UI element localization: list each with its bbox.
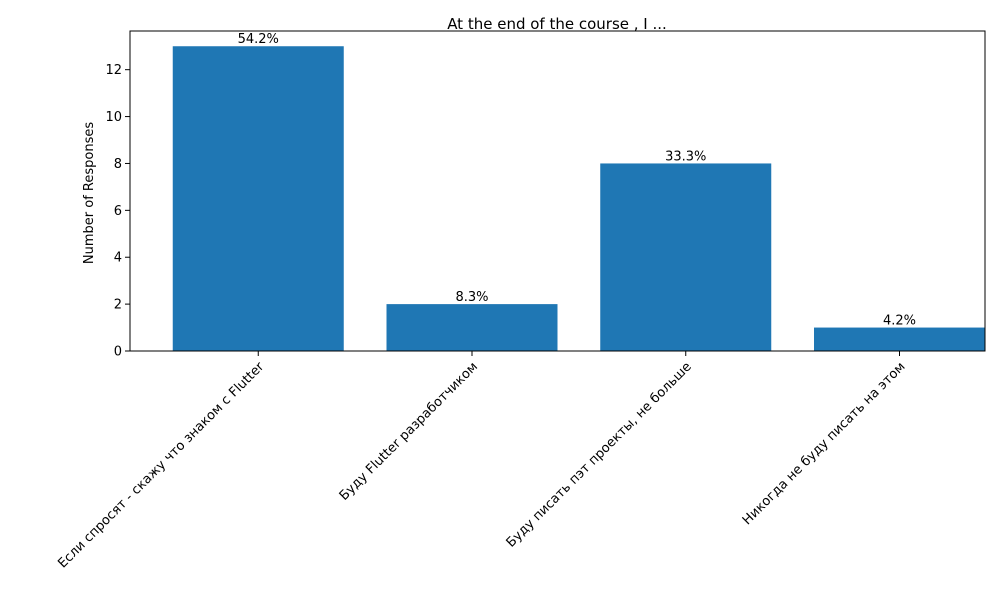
- y-tick-label: 2: [114, 298, 122, 313]
- y-tick-labels: 0 2 4 6 8 10 12: [105, 63, 130, 360]
- plot-frame: [129, 30, 986, 352]
- bar-2: [386, 304, 558, 351]
- bar-1: [172, 46, 344, 351]
- data-label-2: 8.3%: [455, 290, 488, 305]
- y-tick-label: 4: [114, 251, 122, 266]
- y-tick-label: 0: [114, 345, 122, 360]
- x-tick-labels: Если спросят - скажу что знаком с Flutte…: [55, 351, 909, 571]
- data-label-1: 54.2%: [238, 32, 279, 47]
- data-labels: 54.2% 8.3% 33.3% 4.2%: [238, 32, 916, 328]
- y-axis-label: Number of Responses: [82, 122, 97, 264]
- x-tick-label: Если спросят - скажу что знаком с Flutte…: [55, 359, 267, 571]
- y-tick-label: 8: [114, 157, 122, 172]
- y-tick-label: 12: [105, 63, 122, 78]
- x-tick-label: Буду Flutter разработчиком: [337, 359, 481, 503]
- chart-title: At the end of the course , I ...: [447, 15, 667, 33]
- data-label-3: 33.3%: [665, 149, 706, 164]
- bar-4: [814, 327, 985, 351]
- x-tick-label: Никогда не буду писать на этом: [740, 359, 909, 528]
- bar-3: [600, 163, 772, 351]
- x-tick-label: Буду писать пэт проекты, не больше: [504, 359, 695, 550]
- y-tick-label: 6: [114, 204, 122, 219]
- bars-group: [172, 46, 985, 351]
- data-label-4: 4.2%: [883, 314, 916, 329]
- y-tick-label: 10: [105, 110, 122, 125]
